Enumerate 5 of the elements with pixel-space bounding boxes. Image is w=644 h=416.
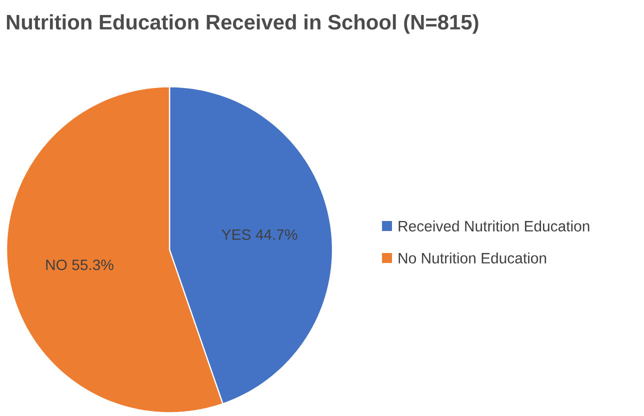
data-label: YES 44.7%	[222, 229, 298, 240]
data-label: NO 55.3%	[46, 260, 114, 270]
legend-label: No Nutrition Education	[398, 252, 546, 264]
legend-label: Received Nutrition Education	[398, 220, 590, 232]
chart-title: Nutrition Education Received in School (N=815)	[6, 14, 478, 34]
